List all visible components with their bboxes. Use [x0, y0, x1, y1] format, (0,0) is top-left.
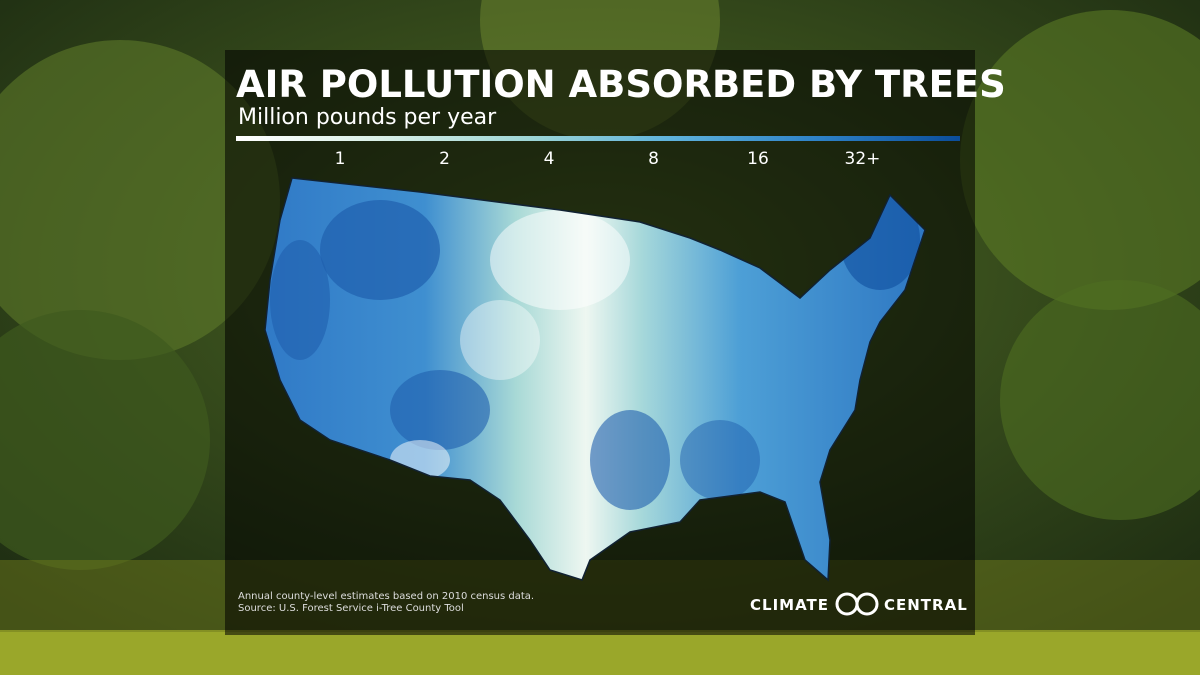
- title: AIR POLLUTION ABSORBED BY TREES: [236, 63, 1006, 106]
- logo: CLIMATE CENTRAL: [750, 592, 968, 616]
- logo-ring: [855, 592, 879, 616]
- legend-label: 16: [747, 149, 769, 169]
- footnote: Annual county-level estimates based on 2…: [238, 591, 534, 602]
- legend-label: 1: [335, 149, 346, 169]
- footnote: Source: U.S. Forest Service i-Tree Count…: [238, 603, 464, 614]
- legend-label: 32+: [845, 149, 881, 169]
- logo-text: CENTRAL: [884, 596, 968, 614]
- legend-label: 8: [648, 149, 659, 169]
- subtitle: Million pounds per year: [238, 105, 497, 130]
- legend-labels: 1 2 4 8 16 32+: [335, 149, 881, 169]
- legend-label: 4: [544, 149, 555, 169]
- legend-bar: [236, 136, 960, 141]
- logo-text: CLIMATE: [750, 596, 829, 614]
- legend-label: 2: [439, 149, 450, 169]
